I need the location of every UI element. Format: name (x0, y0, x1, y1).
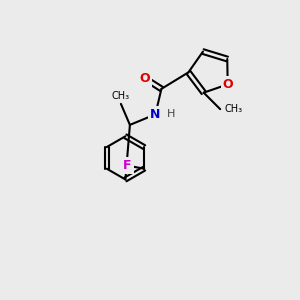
Text: O: O (222, 78, 233, 91)
Text: F: F (123, 159, 132, 172)
Text: H: H (167, 110, 175, 119)
Text: CH₃: CH₃ (225, 104, 243, 114)
Text: O: O (140, 72, 150, 85)
Text: N: N (150, 108, 161, 121)
Text: CH₃: CH₃ (112, 91, 130, 101)
